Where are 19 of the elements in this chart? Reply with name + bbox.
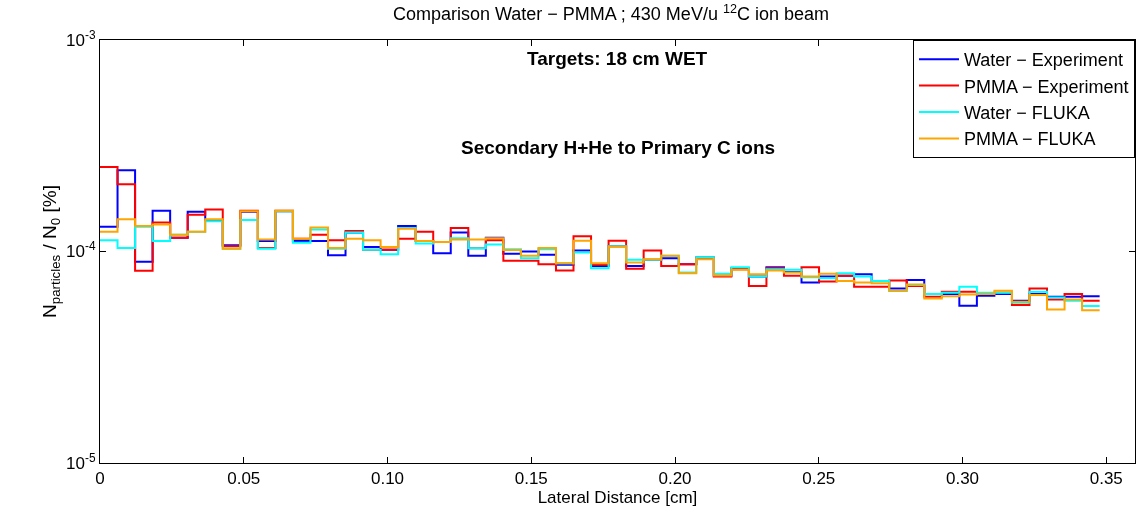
- x-tick-label: 0: [95, 469, 105, 489]
- y-tick-label: 10$^{-4}$: [66, 239, 96, 262]
- y-tick-label: 10$^{-3}$: [66, 27, 96, 50]
- x-axis-title: Lateral Distance [cm]: [537, 488, 698, 508]
- annotation: Targets: 18 cm WET: [527, 48, 708, 69]
- x-tick-label: 0.05: [227, 469, 261, 489]
- legend-label: PMMA − Experiment: [964, 76, 1129, 97]
- legend-label: Water − Experiment: [964, 50, 1123, 71]
- y-tick-label: 10$^{-5}$: [66, 450, 96, 473]
- chart-title: Comparison Water − PMMA ; 430 MeV/u $^{12}$C ion beam: [392, 1, 829, 25]
- x-tick-label: 0.25: [802, 469, 836, 489]
- legend-label: PMMA − FLUKA: [964, 129, 1096, 150]
- x-tick-label: 0.30: [945, 469, 980, 489]
- x-tick-label: 0.35: [1089, 469, 1123, 489]
- x-tick-label: 0.20: [658, 469, 692, 489]
- annotation: Secondary H+He to Primary C ions: [461, 137, 776, 158]
- x-tick-label: 0.10: [370, 469, 405, 489]
- legend-label: Water − FLUKA: [964, 103, 1090, 124]
- x-tick-label: 0.15: [514, 469, 548, 489]
